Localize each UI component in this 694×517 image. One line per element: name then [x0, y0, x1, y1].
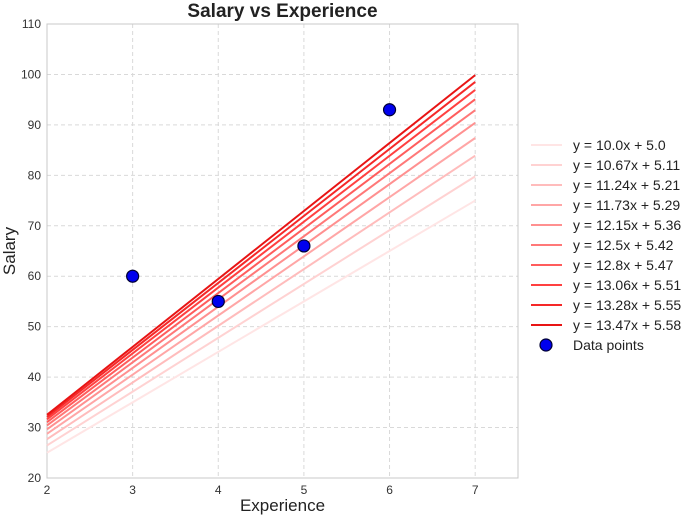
regression-line — [46, 122, 476, 431]
x-tick-label: 5 — [301, 483, 308, 497]
legend-entry: y = 13.47x + 5.58 — [573, 317, 681, 333]
data-points — [126, 103, 397, 309]
regression-line — [46, 98, 476, 423]
y-tick-label: 110 — [22, 17, 41, 31]
legend-point-swatch — [539, 338, 553, 352]
data-point — [382, 103, 397, 117]
x-tick-label: 7 — [472, 483, 479, 497]
x-tick-label: 3 — [129, 483, 136, 497]
data-point — [211, 294, 225, 309]
regression-line — [46, 81, 476, 418]
x-axis-label: Experience — [240, 496, 325, 515]
y-tick-label: 20 — [28, 471, 42, 485]
y-axis-label: Salary — [0, 226, 19, 275]
x-tick-label: 2 — [44, 483, 51, 497]
legend-entry: Data points — [573, 337, 644, 353]
y-tick-label: 70 — [28, 219, 42, 233]
regression-line — [46, 109, 476, 427]
y-tick-label: 80 — [28, 168, 42, 182]
legend-entry: y = 11.24x + 5.21 — [573, 177, 680, 193]
legend-entry: y = 10.67x + 5.11 — [573, 157, 680, 173]
x-tick-label: 6 — [386, 483, 393, 497]
plot-area-frame — [46, 23, 519, 479]
legend: y = 10.0x + 5.0 y = 10.67x + 5.11 y = 11.2… — [531, 137, 681, 353]
regression-line — [46, 74, 476, 416]
y-tick-label: 90 — [28, 118, 42, 132]
legend-entry: y = 10.0x + 5.0 — [573, 137, 666, 153]
axis-ticks: 2 3 4 5 6 7 20 30 40 50 60 70 80 90 100 110 — [21, 17, 479, 497]
y-tick-label: 30 — [28, 421, 42, 435]
data-point — [297, 239, 311, 253]
x-tick-label: 4 — [215, 483, 222, 497]
regression-line — [46, 175, 476, 447]
y-tick-label: 40 — [28, 370, 42, 384]
y-tick-label: 100 — [21, 67, 41, 81]
legend-entry: y = 12.5x + 5.42 — [573, 237, 674, 253]
regression-lines — [46, 74, 476, 454]
legend-entry: y = 12.8x + 5.47 — [573, 257, 674, 273]
legend-entry: y = 13.06x + 5.51 — [573, 277, 681, 293]
regression-line — [46, 137, 476, 435]
regression-line — [46, 89, 476, 421]
regression-line — [46, 154, 476, 441]
chart-title: Salary vs Experience — [187, 1, 377, 22]
legend-entry: y = 12.15x + 5.36 — [573, 217, 681, 233]
legend-entry: y = 11.73x + 5.29 — [573, 197, 680, 213]
legend-entry: y = 13.28x + 5.55 — [573, 297, 681, 313]
data-point — [126, 269, 140, 283]
y-tick-label: 50 — [28, 320, 42, 334]
regression-line — [46, 199, 476, 454]
y-tick-label: 60 — [28, 269, 42, 283]
